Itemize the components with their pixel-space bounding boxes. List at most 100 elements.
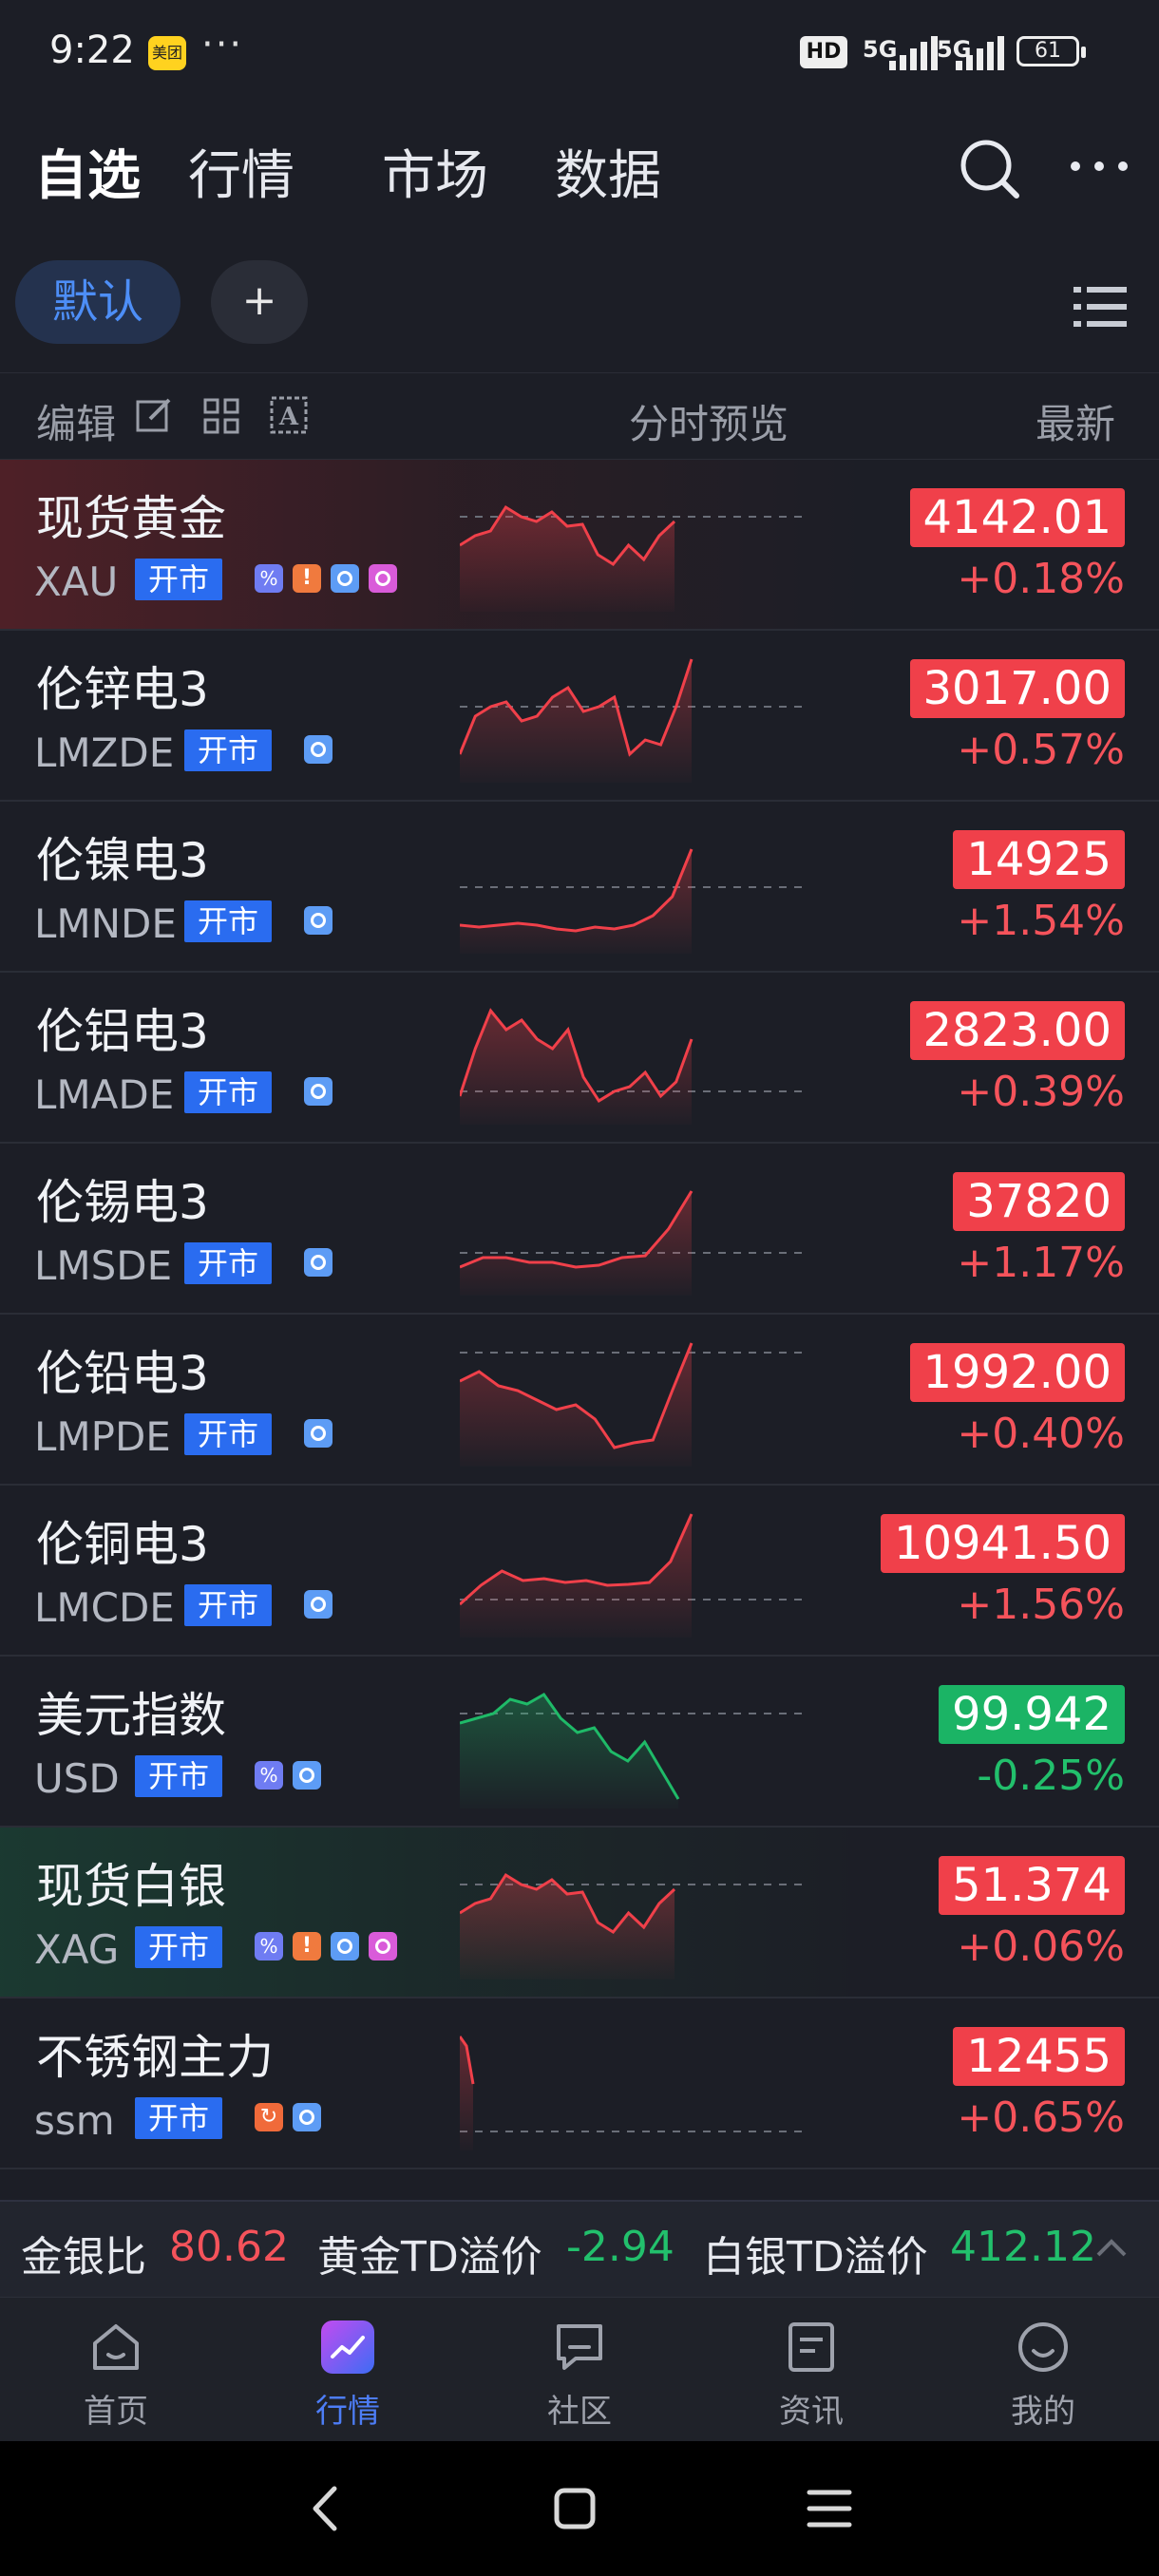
edit-label[interactable]: 编辑 — [36, 401, 117, 447]
chevron-up-icon[interactable] — [1092, 2234, 1130, 2263]
watchlist-row[interactable]: 伦锡电3 LMSDE 开市 37820 +1.17% — [0, 1144, 1159, 1315]
search-icon[interactable] — [956, 135, 1022, 201]
pct-tag-icon — [255, 1761, 283, 1790]
add-group-button[interactable]: + — [211, 260, 308, 344]
latest-price: 10941.50 — [880, 1514, 1125, 1573]
watchlist-row[interactable]: 伦镍电3 LMNDE 开市 14925 +1.54% — [0, 802, 1159, 973]
tab-news[interactable]: 资讯 — [695, 2298, 927, 2442]
intraday-sparkline — [460, 1342, 808, 1467]
clock-tag-icon — [369, 564, 397, 593]
info-tag-icon — [304, 1419, 332, 1448]
price-change-percent: +0.40% — [957, 1410, 1125, 1458]
sparkline-line — [460, 1008, 694, 1104]
intraday-sparkline — [460, 1693, 808, 1809]
info-tag-icon — [331, 1932, 359, 1960]
instrument-tags — [255, 1932, 397, 1962]
more-notifications-icon: ··· — [201, 23, 244, 66]
watchlist-row[interactable]: 伦铜电3 LMCDE 开市 10941.50 +1.56% — [0, 1486, 1159, 1657]
tab-community[interactable]: 社区 — [464, 2298, 695, 2442]
price-change-percent: +0.39% — [957, 1068, 1125, 1116]
tab-quotes-label: 行情 — [315, 2393, 380, 2431]
intraday-sparkline — [460, 1008, 808, 1125]
signal-strength-icon-2 — [956, 36, 1004, 70]
tab-community-label: 社区 — [547, 2393, 612, 2431]
tab-quotes-bottom[interactable]: 行情 — [232, 2298, 464, 2442]
watchlist-row[interactable]: 伦铝电3 LMADE 开市 2823.00 +0.39% — [0, 973, 1159, 1144]
latest-price-label[interactable]: 最新 — [1036, 401, 1116, 447]
gold-silver-ratio-label: 金银比 — [21, 2233, 146, 2282]
warn-tag-icon — [293, 564, 321, 593]
info-tag-icon — [331, 564, 359, 593]
latest-price: 51.374 — [939, 1856, 1125, 1915]
intraday-sparkline — [460, 504, 808, 612]
list-view-icon[interactable] — [1074, 283, 1127, 331]
warn-tag-icon — [293, 1932, 321, 1960]
tab-quotes[interactable]: 行情 — [188, 145, 294, 207]
instrument-tags — [304, 906, 332, 937]
price-change-percent: +0.18% — [957, 555, 1125, 603]
tab-home-label: 首页 — [84, 2393, 148, 2431]
instrument-name: 美元指数 — [36, 1688, 226, 1743]
market-status-badge: 开市 — [184, 900, 273, 942]
sparkline-line — [460, 1513, 694, 1606]
tab-data[interactable]: 数据 — [555, 145, 661, 207]
intraday-sparkline — [460, 1513, 808, 1638]
watchlist-row[interactable]: 美元指数 USD 开市 99.942 -0.25% — [0, 1657, 1159, 1828]
sparkline-line — [460, 504, 676, 566]
network-type-1: 5G — [863, 36, 898, 63]
more-options-icon[interactable] — [1066, 142, 1132, 190]
tab-market[interactable]: 市场 — [382, 145, 488, 207]
grid-view-icon[interactable] — [203, 398, 239, 434]
home-button-icon[interactable] — [553, 2487, 597, 2530]
watchlist-row[interactable]: 伦铅电3 LMPDE 开市 1992.00 +0.40% — [0, 1315, 1159, 1486]
sparkline-area — [460, 659, 692, 783]
list-column-header: 编辑 A 分时预览 最新 — [0, 372, 1159, 460]
latest-price: 3017.00 — [909, 659, 1125, 718]
latest-price: 12455 — [953, 2027, 1125, 2086]
tab-news-label: 资讯 — [779, 2393, 844, 2431]
instrument-code: USD — [34, 1755, 120, 1802]
instrument-code: ssm — [34, 2097, 115, 2144]
info-tag-icon — [304, 1248, 332, 1277]
hd-voice-icon: HD — [800, 36, 847, 68]
watchlist-row[interactable]: 现货白银 XAG 开市 51.374 +0.06% — [0, 1828, 1159, 1998]
market-status-badge: 开市 — [184, 1071, 273, 1113]
price-change-percent: +1.17% — [957, 1239, 1125, 1287]
instrument-tags — [304, 1590, 332, 1620]
sparkline-area — [460, 1875, 674, 1979]
instrument-name: 伦铜电3 — [36, 1517, 209, 1572]
info-tag-icon — [293, 2103, 321, 2131]
market-status-badge: 开市 — [135, 2097, 223, 2139]
info-tag-icon — [304, 906, 332, 935]
watchlist-row[interactable]: 伦锌电3 LMZDE 开市 3017.00 +0.57% — [0, 631, 1159, 802]
sparkline-line — [460, 1693, 680, 1800]
font-size-icon[interactable]: A — [270, 396, 308, 434]
instrument-name: 不锈钢主力 — [36, 2030, 274, 2085]
group-default-chip[interactable]: 默认 — [15, 260, 180, 344]
recents-menu-icon[interactable] — [806, 2487, 853, 2530]
latest-price: 99.942 — [939, 1685, 1125, 1744]
instrument-name: 伦铅电3 — [36, 1346, 209, 1401]
premium-ticker-bar[interactable]: 金银比 80.62 黄金TD溢价 -2.94 白银TD溢价 412.12 — [0, 2200, 1159, 2297]
tab-watchlist[interactable]: 自选 — [34, 145, 141, 207]
community-icon — [557, 2324, 602, 2370]
info-tag-icon — [304, 1590, 332, 1619]
watchlist-row[interactable]: 现货黄金 XAU 开市 4142.01 +0.18% — [0, 460, 1159, 631]
edit-icon[interactable] — [135, 396, 173, 434]
sparkline-line — [460, 1190, 694, 1269]
tab-home[interactable]: 首页 — [0, 2298, 232, 2442]
bottom-tab-bar: 首页 行情 社区 资讯 我的 — [0, 2297, 1159, 2442]
back-icon[interactable] — [306, 2483, 344, 2534]
intraday-sparkline — [460, 658, 808, 783]
instrument-tags — [304, 735, 332, 766]
market-status-badge: 开市 — [135, 1926, 223, 1968]
sparkline-line — [460, 2036, 475, 2085]
instrument-name: 现货黄金 — [36, 491, 226, 546]
network-type-2: 5G — [937, 36, 972, 63]
market-status-badge: 开市 — [184, 1584, 273, 1626]
instrument-tags — [304, 1077, 332, 1108]
watchlist-row[interactable]: 不锈钢主力 ssm 开市 12455 +0.65% — [0, 1998, 1159, 2169]
tab-profile[interactable]: 我的 — [927, 2298, 1159, 2442]
sparkline-area — [460, 849, 692, 954]
sparkline-line — [460, 658, 694, 757]
